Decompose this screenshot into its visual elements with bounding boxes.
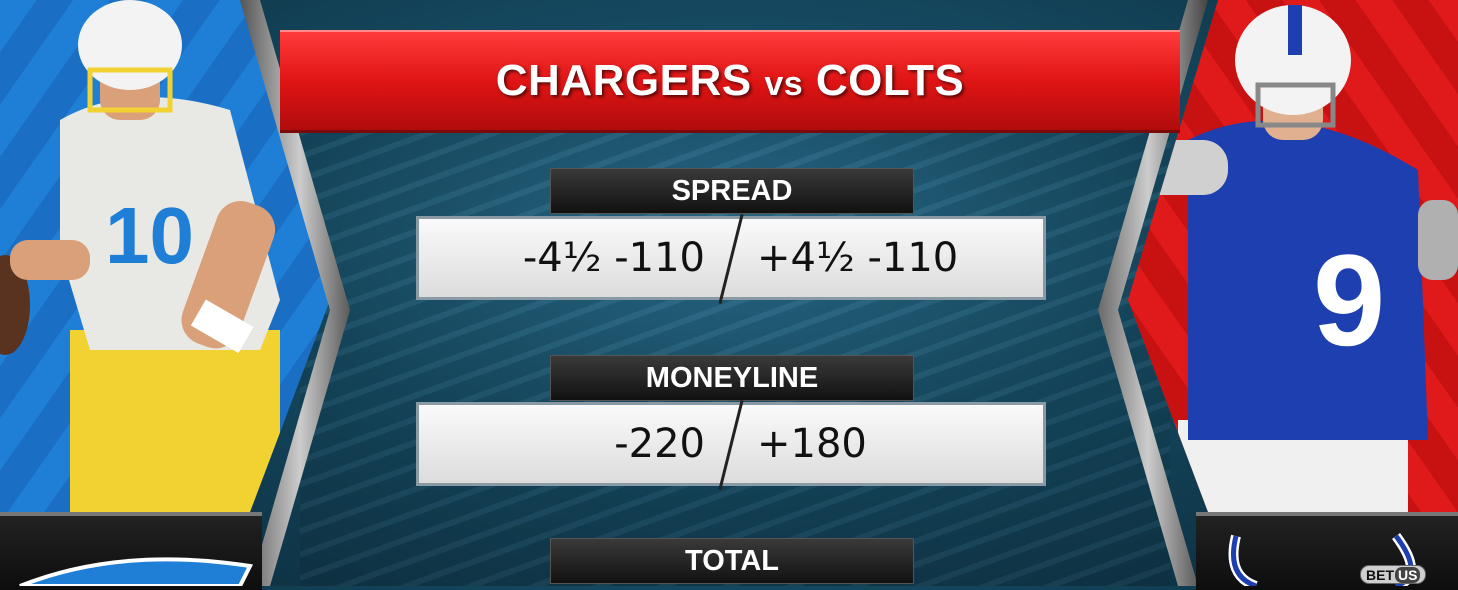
team-b-name: COLTS	[815, 56, 965, 105]
moneyline-label: MONEYLINE	[550, 355, 914, 401]
betus-logo: BET US	[1360, 565, 1427, 584]
moneyline-values: -220 +180	[416, 400, 1046, 490]
matchup-title-bar: CHARGERS vs COLTS	[280, 30, 1180, 133]
spread-label: SPREAD	[550, 168, 914, 214]
total-label: TOTAL	[550, 538, 914, 584]
chargers-bolt-logo	[19, 557, 254, 588]
betus-logo-text-b: US	[1395, 566, 1421, 583]
colts-player-image	[1128, 5, 1458, 512]
spread-team-a: -4½ -110	[522, 235, 705, 281]
moneyline-team-a: -220	[614, 421, 705, 467]
spread-values: -4½ -110 +4½ -110	[416, 214, 1046, 304]
chargers-jersey-number: 10	[105, 191, 194, 280]
vs-text: vs	[764, 65, 804, 103]
chargers-player-image	[0, 0, 280, 512]
team-a-name: CHARGERS	[495, 56, 752, 105]
moneyline-team-b: +180	[757, 421, 867, 467]
chargers-logo-strip	[0, 512, 262, 590]
matchup-title: CHARGERS vs COLTS	[496, 56, 964, 106]
spread-team-b: +4½ -110	[757, 235, 959, 281]
colts-jersey-number: 9	[1313, 227, 1386, 373]
betus-logo-text-a: BET	[1366, 566, 1394, 583]
